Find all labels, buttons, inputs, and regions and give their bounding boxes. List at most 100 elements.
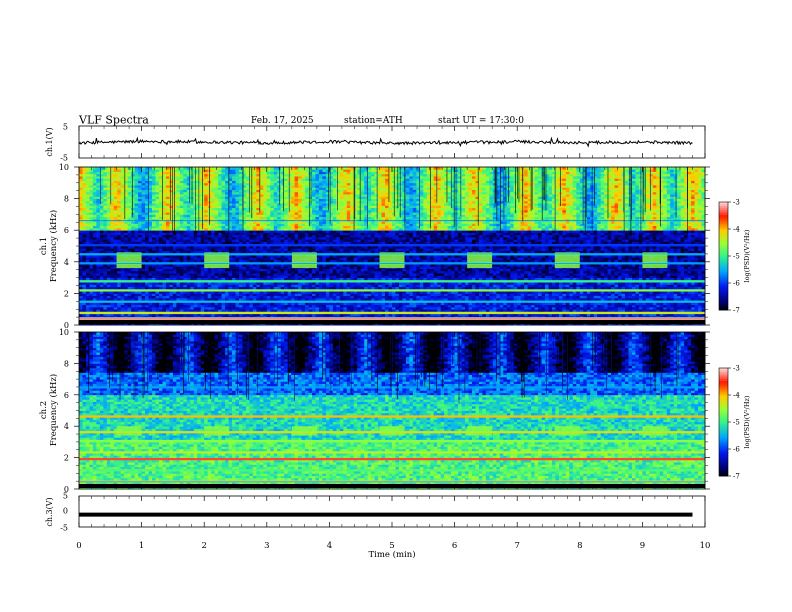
ch1-spectrogram-cell xyxy=(131,176,136,179)
ch1-spectrogram-cell xyxy=(82,273,87,276)
ch1-spectrogram-cell xyxy=(82,257,87,260)
ch1-spectrogram-cell xyxy=(89,275,94,278)
ch1-spectrogram-cell xyxy=(96,270,101,274)
ch1-spectrogram-cell xyxy=(158,266,163,269)
ch1-spectrogram-cell xyxy=(89,221,94,224)
ch1-spectrogram-cell xyxy=(96,257,101,260)
ch1-spectrogram-cell xyxy=(138,295,142,299)
ch1-spectrogram-cell xyxy=(148,207,153,211)
ch1-spectrogram-cell xyxy=(92,205,97,209)
ch1-spectrogram-cell xyxy=(103,205,108,209)
ch1-spectrogram-cell xyxy=(131,273,136,276)
ch1-spectrogram-cell xyxy=(99,250,104,254)
ch1-spectrogram-cell xyxy=(110,266,115,269)
ch1-spectrogram-cell xyxy=(103,250,108,254)
ch1-spectrogram-cell xyxy=(92,304,97,308)
ch1-spectrogram-cell xyxy=(113,194,118,197)
ch1-spectrogram-cell xyxy=(110,250,115,254)
ch1-spectrogram-cell xyxy=(110,176,115,179)
ch1-spectrogram-cell xyxy=(99,200,104,204)
ch1-spectrogram-cell xyxy=(79,205,83,209)
ch1-spectrogram-cell xyxy=(82,293,87,297)
ch1-spectrogram-cell xyxy=(155,198,160,202)
ch1-spectrogram-cell xyxy=(152,225,156,229)
ch1-spectrogram-cell xyxy=(131,232,136,236)
ch1-spectrogram-cell xyxy=(124,239,129,242)
ch1-spectrogram-cell xyxy=(85,246,90,249)
ch1-ytick-bottom: -5 xyxy=(60,154,68,163)
ch1-spectrogram-cell xyxy=(127,291,132,294)
ch1-spectrogram-cell xyxy=(99,291,104,294)
ch1-spectrogram-cell xyxy=(82,230,87,233)
ch1-spectrogram-cell xyxy=(110,189,115,193)
ch1-spectrogram-cell xyxy=(89,196,94,199)
ch1-spectrogram-cell xyxy=(99,297,104,301)
ch1-spectrogram-cell xyxy=(106,189,111,193)
ch1-spectrogram-cell xyxy=(155,185,160,188)
ch1-spectrogram-cell xyxy=(148,187,153,190)
ch1-spectrogram-cell xyxy=(106,270,111,274)
ch1-spectrogram-cell xyxy=(92,209,97,213)
ch1-spectrogram-cell xyxy=(103,209,108,213)
ch1-spectrogram-cell xyxy=(134,191,139,195)
ch1-spectrogram-cell xyxy=(82,212,87,215)
ch1-spectrogram-cell xyxy=(158,221,163,224)
ch1-spectrogram-cell xyxy=(124,171,129,175)
ch1-spectrogram-cell xyxy=(92,187,97,190)
ch1-spectrogram-cell xyxy=(145,196,149,199)
ch1-spectrogram-cell xyxy=(89,189,94,193)
ch1-spectrogram-cell xyxy=(117,173,122,177)
ch1-spectrogram-cell xyxy=(155,232,160,236)
ch1-spectrogram-cell xyxy=(106,275,111,278)
ch1-spectrogram-cell xyxy=(120,221,125,224)
ch1-spectrogram-cell xyxy=(103,297,108,301)
ch1-spectrogram-cell xyxy=(82,173,87,177)
ch1-spectrogram-cell xyxy=(145,246,149,249)
ch1-spectrogram-cell xyxy=(82,243,87,247)
ch1-spectrogram-cell xyxy=(138,205,142,209)
ch1-spectrogram-cell xyxy=(79,239,83,242)
ch1-spectrogram-cell xyxy=(148,203,153,206)
ch1-spectrogram-cell xyxy=(127,295,132,299)
ch1-spectrogram-cell xyxy=(113,313,118,317)
ch1-spectrogram-cell xyxy=(117,322,122,326)
ch1-spectrogram-cell xyxy=(127,232,132,236)
ch1-spectrogram-cell xyxy=(148,270,153,274)
ch1-spectrogram-cell xyxy=(131,221,136,224)
ch1-spectrogram-cell xyxy=(110,187,115,190)
ch1-spectrogram-cell xyxy=(141,266,146,269)
ch1-spectrogram-cell xyxy=(103,248,108,251)
ch1-spectrogram-cell xyxy=(92,236,97,240)
ch1-spectrogram-cell xyxy=(117,246,122,249)
ch1-spectrogram-cell xyxy=(113,304,118,308)
ch1-spectrogram-cell xyxy=(127,293,132,297)
ch1-spectrogram-cell xyxy=(103,322,108,326)
ch1-spectrogram-cell xyxy=(131,216,136,220)
ch1-waveform-ylabel: ch.1(V) xyxy=(45,127,54,156)
ch1-spectrogram-cell xyxy=(106,223,111,227)
ch1-spectrogram-cell xyxy=(155,223,160,227)
ch1-spectrogram-cell xyxy=(131,234,136,238)
ch1-spectrogram-cell xyxy=(145,191,149,195)
ch1-spectrogram-cell xyxy=(134,239,139,242)
ch1-spectrogram-cell xyxy=(103,304,108,308)
figure-title: VLF Spectra xyxy=(78,114,149,127)
ch1-spectrogram-cell xyxy=(89,318,94,321)
ch1-spectrogram-cell xyxy=(89,297,94,301)
ch1-spectrogram-cell xyxy=(131,239,136,242)
ch1-spectrogram-cell xyxy=(155,257,160,260)
ch1-spectrogram-cell xyxy=(120,234,125,238)
ch1-spectrogram-cell xyxy=(145,297,149,301)
ch1-spectrogram-cell xyxy=(103,259,108,263)
ch1-spectrogram-cell xyxy=(106,191,111,195)
ch1-spectrogram-cell xyxy=(85,214,90,218)
ch1-spectrogram-cell xyxy=(148,291,153,294)
ch1-spectrogram-cell xyxy=(124,268,129,272)
ch1-spectrogram-cell xyxy=(79,264,83,267)
ch1-spectrogram-cell xyxy=(124,277,129,281)
ch1-spectrogram-cell xyxy=(152,218,156,222)
ch1-spectrogram-cell xyxy=(79,223,83,227)
ch1-spectrogram-cell xyxy=(145,212,149,215)
ch1-spectrogram-cell xyxy=(106,304,111,308)
ch1-spectrogram-cell xyxy=(141,284,146,288)
